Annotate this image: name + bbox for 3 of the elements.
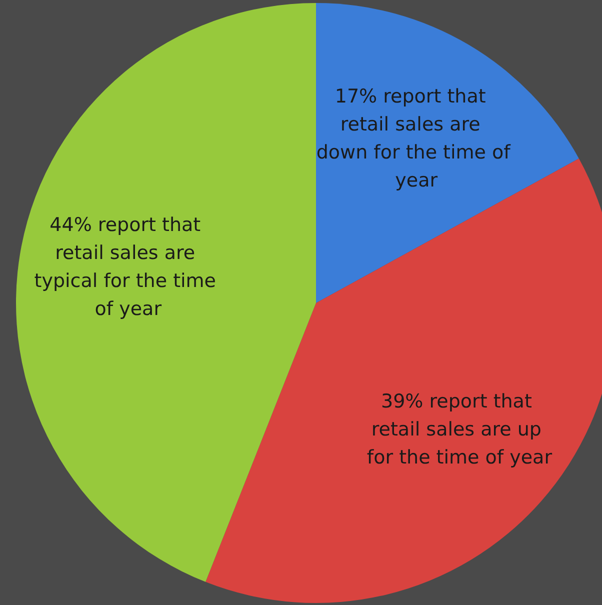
slice-label: 44% report that retail sales are typical for the time of year <box>34 214 222 320</box>
slice-label: 39% report that retail sales are up for the time of year <box>366 390 552 468</box>
slice-label: 17% report that retail sales are down for the time of year <box>316 85 512 192</box>
